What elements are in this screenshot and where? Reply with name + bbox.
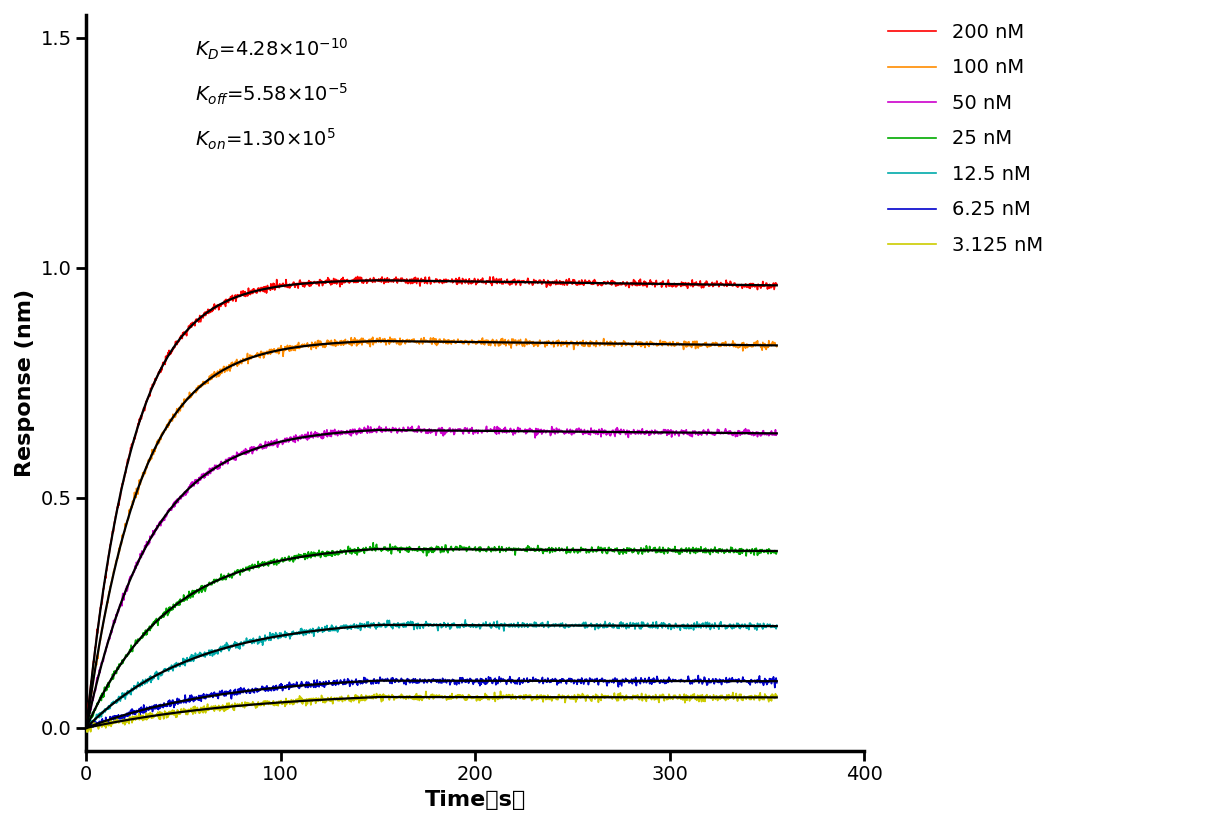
200 nM [510, 276, 525, 285]
200 nM [664, 281, 678, 291]
6.25 nM [510, 679, 525, 689]
3.125 nM [80, 727, 95, 737]
3.125 nM [79, 722, 93, 732]
12.5 nM [396, 622, 410, 632]
Line: 200 nM: 200 nM [86, 276, 777, 728]
6.25 nM [172, 698, 187, 708]
Line: 6.25 nM: 6.25 nM [86, 676, 777, 729]
25 nM [664, 546, 678, 556]
3.125 nM [172, 708, 187, 718]
3.125 nM [493, 686, 508, 696]
25 nM [366, 538, 381, 548]
50 nM [665, 427, 680, 436]
100 nM [769, 342, 784, 351]
100 nM [510, 338, 525, 348]
3.125 nM [665, 693, 680, 703]
X-axis label: Time（s）: Time（s） [425, 790, 526, 810]
200 nM [297, 277, 312, 287]
3.125 nM [510, 692, 525, 702]
Line: 12.5 nM: 12.5 nM [86, 620, 777, 732]
25 nM [769, 547, 784, 557]
12.5 nM [458, 615, 473, 625]
50 nM [559, 428, 574, 438]
6.25 nM [79, 724, 93, 733]
Text: $K_D$=4.28×10$^{-10}$
$K_{off}$=5.58×10$^{-5}$
$K_{on}$=1.30×10$^{5}$: $K_D$=4.28×10$^{-10}$ $K_{off}$=5.58×10$… [195, 37, 349, 152]
200 nM [79, 724, 93, 733]
200 nM [769, 280, 784, 290]
25 nM [79, 724, 93, 734]
25 nM [510, 545, 525, 555]
3.125 nM [769, 691, 784, 700]
6.25 nM [691, 671, 705, 681]
12.5 nM [558, 619, 573, 629]
6.25 nM [664, 677, 678, 687]
50 nM [397, 426, 412, 436]
100 nM [79, 723, 93, 733]
200 nM [350, 271, 365, 281]
3.125 nM [559, 692, 574, 702]
12.5 nM [510, 621, 525, 631]
6.25 nM [558, 676, 573, 686]
100 nM [558, 339, 573, 349]
12.5 nM [297, 627, 312, 637]
50 nM [79, 719, 93, 728]
Line: 25 nM: 25 nM [86, 543, 777, 729]
25 nM [297, 554, 312, 564]
200 nM [172, 336, 187, 346]
100 nM [664, 341, 678, 351]
25 nM [172, 596, 187, 606]
6.25 nM [80, 724, 95, 734]
50 nM [80, 719, 95, 729]
12.5 nM [664, 624, 678, 634]
100 nM [297, 340, 312, 350]
6.25 nM [299, 682, 313, 692]
100 nM [382, 332, 397, 342]
Line: 3.125 nM: 3.125 nM [86, 691, 777, 732]
25 nM [397, 544, 412, 554]
12.5 nM [172, 660, 187, 670]
200 nM [558, 278, 573, 288]
12.5 nM [79, 727, 93, 737]
Line: 50 nM: 50 nM [86, 426, 777, 724]
100 nM [172, 403, 187, 412]
6.25 nM [769, 678, 784, 688]
50 nM [299, 433, 313, 443]
3.125 nM [299, 696, 313, 706]
6.25 nM [397, 679, 412, 689]
3.125 nM [397, 694, 412, 704]
50 nM [360, 421, 375, 431]
Legend: 200 nM, 100 nM, 50 nM, 25 nM, 12.5 nM, 6.25 nM, 3.125 nM: 200 nM, 100 nM, 50 nM, 25 nM, 12.5 nM, 6… [880, 15, 1051, 262]
50 nM [769, 428, 784, 438]
200 nM [397, 275, 412, 285]
50 nM [172, 493, 187, 503]
100 nM [397, 336, 412, 346]
12.5 nM [769, 620, 784, 630]
Y-axis label: Response (nm): Response (nm) [15, 289, 34, 477]
25 nM [558, 545, 573, 555]
Line: 100 nM: 100 nM [86, 337, 777, 728]
50 nM [510, 422, 525, 432]
